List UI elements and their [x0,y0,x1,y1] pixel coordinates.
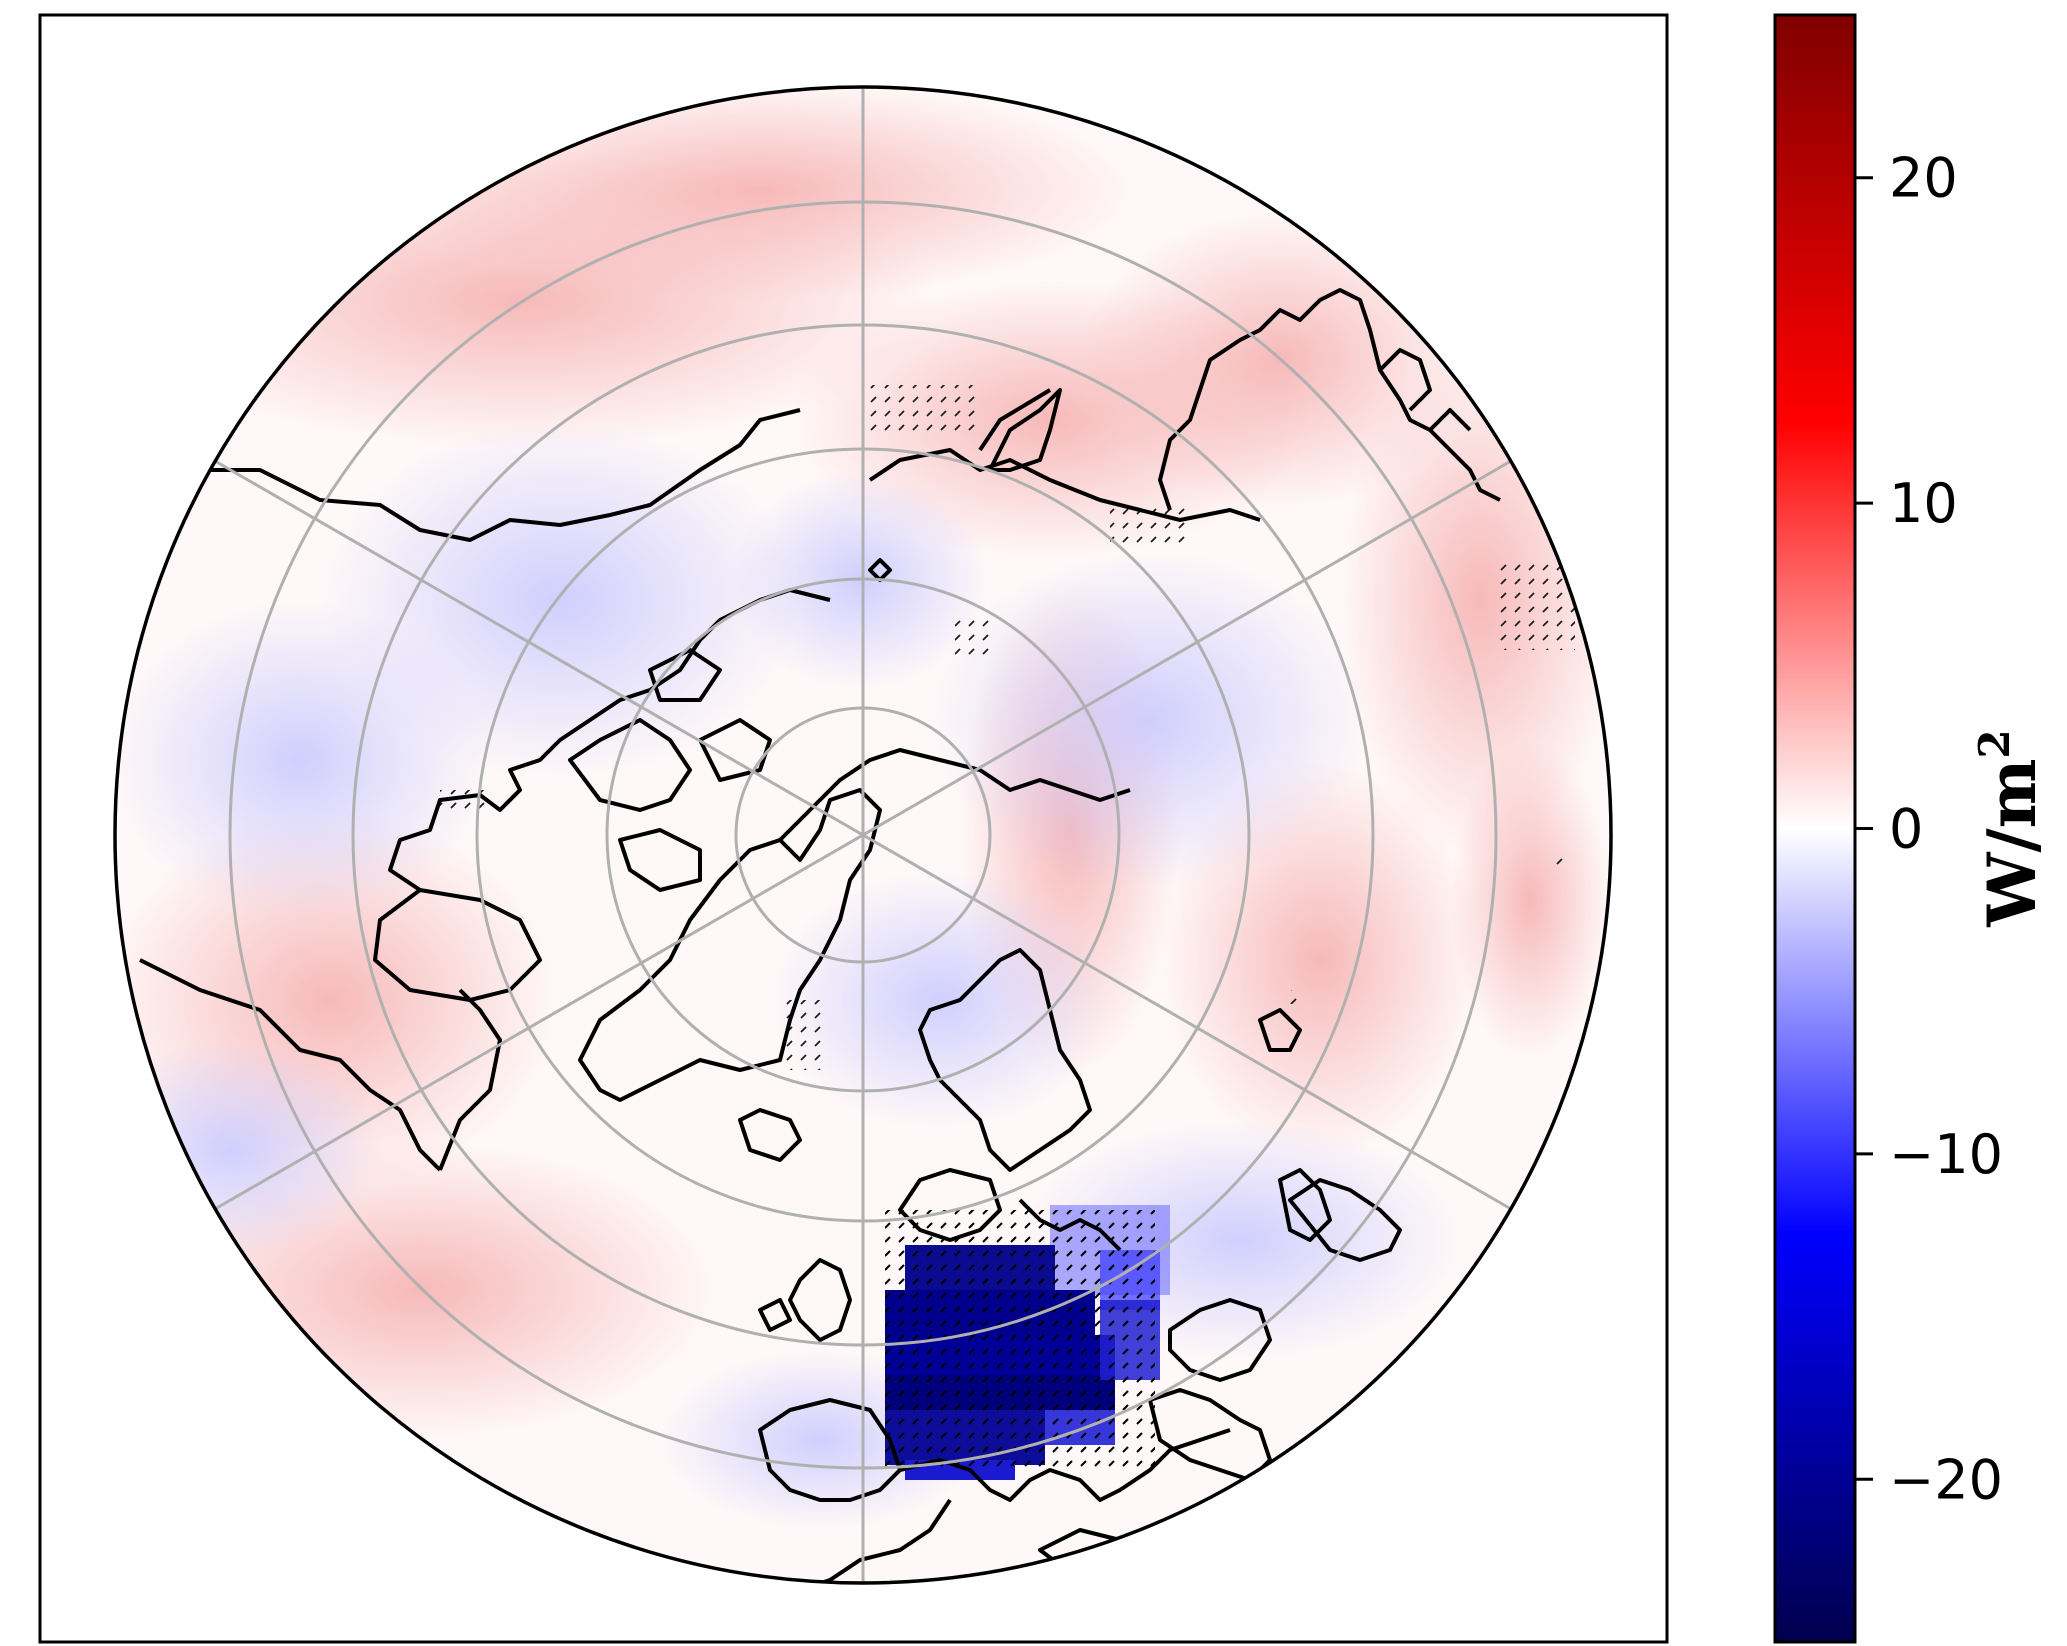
colorbar-unit-label: W/m2 [1970,729,2051,927]
colorbar-unit-base: W/m [1973,759,2051,928]
coastlines [139,288,1501,1583]
colorbar-tick-label: −20 [1889,1448,2003,1511]
map-boundary [113,85,1613,1585]
colorbar-unit-exponent: 2 [1970,729,2019,758]
colorbar: 20 10 0 −10 −20 W/m2 [1773,13,2051,1644]
colorbar-tick-label: 20 [1889,147,1958,210]
colorbar-gradient [1773,13,1857,1644]
colorbar-tick-label: −10 [1889,1123,2003,1186]
colorbar-ticks: 20 10 0 −10 −20 [1855,147,2003,1511]
colorbar-tick-label: 10 [1889,472,1958,535]
meridians [214,87,1512,1583]
colorbar-tick-label: 0 [1889,798,1923,861]
map-disk [115,87,1611,1583]
